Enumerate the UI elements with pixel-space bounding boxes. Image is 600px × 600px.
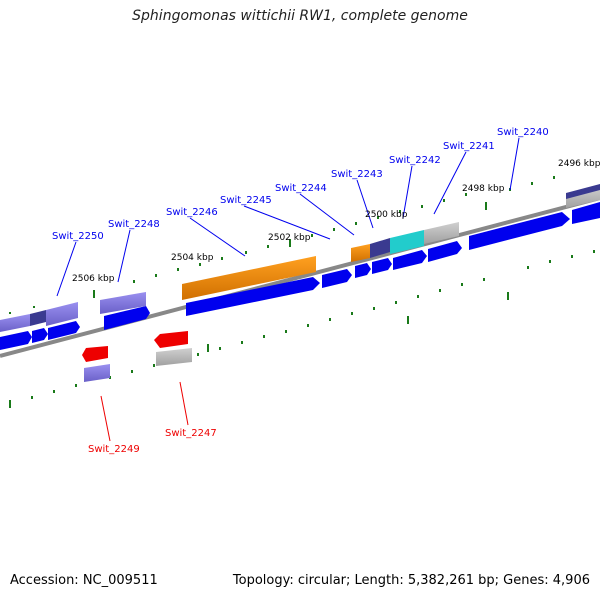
feature-bar[interactable] [390, 230, 424, 254]
gene-arrow[interactable] [469, 212, 570, 250]
gene-label[interactable]: Swit_2244 [275, 183, 327, 194]
scale-label: 2500 kbp [365, 210, 408, 220]
genome-summary: Topology: circular; Length: 5,382,261 bp… [232, 573, 590, 588]
feature-bar[interactable] [30, 310, 46, 326]
callout-lines-forward [56, 137, 520, 297]
feature-bar[interactable] [0, 314, 30, 332]
genome-title: Sphingomonas wittichii RW1, complete gen… [132, 8, 468, 24]
gene-label[interactable]: Swit_2246 [166, 207, 218, 218]
gene-arrow[interactable] [32, 328, 48, 343]
gene-label[interactable]: Swit_2248 [108, 219, 160, 230]
gene-arrow[interactable] [428, 241, 462, 262]
gene-label[interactable]: Swit_2241 [443, 141, 495, 152]
feature-bar[interactable] [566, 184, 600, 199]
gene-arrow[interactable] [393, 250, 427, 270]
scale-labels: 2496 kbp 2498 kbp 2500 kbp 2502 kbp 2504… [72, 159, 600, 284]
feature-bar[interactable] [46, 302, 78, 326]
feature-bar[interactable] [182, 256, 316, 300]
gene-arrow-reverse[interactable] [154, 331, 188, 348]
gene-label[interactable]: Swit_2243 [331, 169, 383, 180]
gene-arrow[interactable] [372, 258, 392, 274]
gene-label[interactable]: Swit_2242 [389, 155, 441, 166]
feature-bar[interactable] [84, 364, 110, 382]
scale-label: 2506 kbp [72, 274, 115, 284]
feature-bar[interactable] [424, 222, 459, 244]
scale-ticks-lower [9, 250, 595, 408]
gene-label[interactable]: Swit_2245 [220, 195, 272, 206]
scale-label: 2504 kbp [171, 253, 214, 263]
callout-lines-reverse [100, 381, 189, 442]
scale-label: 2498 kbp [462, 184, 505, 194]
gene-arrow[interactable] [104, 306, 150, 330]
gene-labels-reverse: Swit_2247 Swit_2249 [88, 428, 217, 455]
gene-arrow[interactable] [0, 331, 32, 350]
gene-arrow[interactable] [572, 202, 600, 224]
gene-label[interactable]: Swit_2240 [497, 127, 549, 138]
genome-backbone [0, 196, 600, 358]
forward-gene-track [0, 202, 600, 350]
feature-bar[interactable] [156, 348, 192, 366]
scale-label: 2502 kbp [268, 233, 311, 243]
gene-label[interactable]: Swit_2247 [165, 428, 217, 439]
feature-track-upper [0, 184, 600, 332]
scale-label: 2496 kbp [558, 159, 600, 169]
reverse-gene-track [82, 331, 192, 382]
feature-bar[interactable] [370, 238, 390, 258]
gene-arrow[interactable] [48, 321, 80, 340]
accession-label: Accession: NC_009511 [10, 573, 158, 588]
gene-label[interactable]: Swit_2250 [52, 231, 104, 242]
gene-arrow[interactable] [186, 277, 320, 316]
gene-label[interactable]: Swit_2249 [88, 444, 140, 455]
feature-bar[interactable] [351, 244, 370, 262]
gene-arrow-reverse[interactable] [82, 346, 108, 362]
gene-labels-forward: Swit_2240 Swit_2241 Swit_2242 Swit_2243 … [52, 127, 549, 242]
gene-arrow[interactable] [322, 269, 352, 288]
feature-bar[interactable] [100, 292, 146, 314]
gene-arrow[interactable] [355, 263, 371, 278]
